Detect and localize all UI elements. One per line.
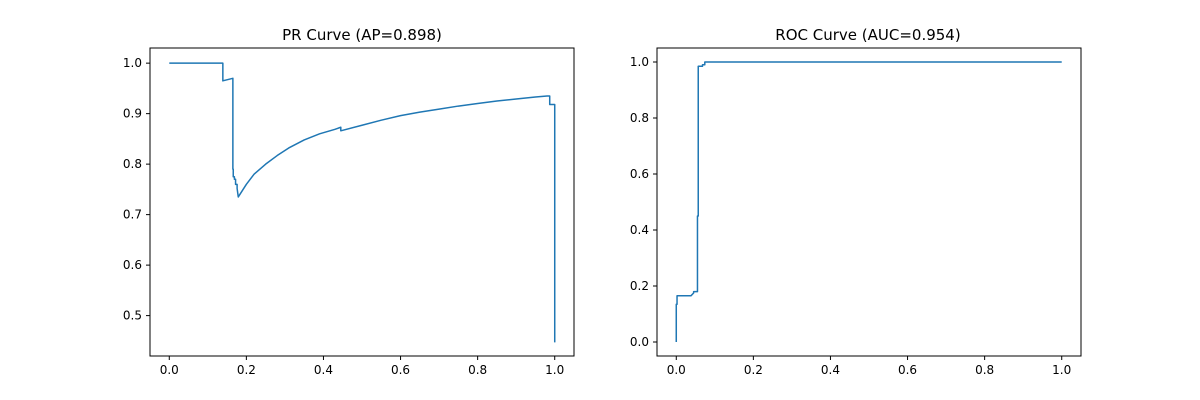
roc-x-tick-label: 0.0 (667, 363, 686, 377)
pr-y-tick-label: 0.9 (123, 107, 142, 121)
pr-x-tick-label: 0.0 (160, 363, 179, 377)
pr-y-tick-label: 0.6 (123, 258, 142, 272)
roc-y-tick-label: 0.2 (630, 279, 649, 293)
roc-x-tick-label: 0.4 (821, 363, 840, 377)
roc-y-tick-label: 0.8 (630, 111, 649, 125)
pr-chart-title: PR Curve (AP=0.898) (282, 26, 442, 44)
pr-x-tick-label: 0.2 (237, 363, 256, 377)
roc-chart-title: ROC Curve (AUC=0.954) (775, 26, 960, 44)
roc-x-tick-label: 1.0 (1052, 363, 1071, 377)
roc-curve-line (675, 61, 1062, 342)
pr-curve-panel: PR Curve (AP=0.898) 0.0 0.2 0.4 0.6 0.8 1.00.… (123, 26, 575, 377)
pr-y-tick-label: 0.8 (123, 157, 142, 171)
roc-x-tick-label: 0.6 (898, 363, 917, 377)
roc-ticks: 0.0 0.2 0.4 0.6 0.8 1.0 0.0 0.2 0.4 0.6 0.8 1.0 (630, 55, 1071, 377)
roc-y-tick-label: 0.4 (630, 223, 649, 237)
pr-x-tick-label: 0.6 (391, 363, 410, 377)
pr-x-tick-label: 0.8 (468, 363, 487, 377)
roc-x-tick-label: 0.2 (744, 363, 763, 377)
roc-curve-panel: ROC Curve (AUC=0.954) 0.0 0.2 0.4 0.6 0.8 1.0… (630, 26, 1082, 377)
pr-x-tick-label: 0.4 (314, 363, 333, 377)
pr-y-tick-label: 1.0 (123, 56, 142, 70)
pr-y-tick-label: 0.7 (123, 208, 142, 222)
roc-y-tick-label: 0.6 (630, 167, 649, 181)
roc-y-tick-label: 1.0 (630, 55, 649, 69)
roc-x-tick-label: 0.8 (975, 363, 994, 377)
pr-curve-line (169, 62, 556, 343)
pr-axes-frame (149, 47, 575, 357)
roc-axes-frame (656, 47, 1082, 357)
pr-ticks: 0.0 0.2 0.4 0.6 0.8 1.0 0.5 0.6 0.7 0.8 0.9 1.0 (123, 56, 564, 377)
pr-y-tick-label: 0.5 (123, 309, 142, 323)
pr-x-tick-label: 1.0 (545, 363, 564, 377)
roc-y-tick-label: 0.0 (630, 335, 649, 349)
